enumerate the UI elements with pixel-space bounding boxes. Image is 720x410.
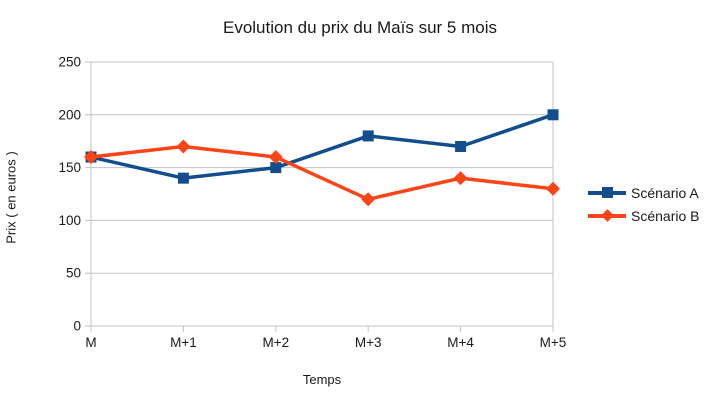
scenario-b-line-marker-icon bbox=[588, 204, 626, 227]
series-0-marker-M+3 bbox=[362, 130, 374, 142]
x-tick-label-M+5: M+5 bbox=[540, 335, 567, 350]
legend-item-scenario-a: Scénario A bbox=[588, 181, 699, 204]
y-tick-label-250: 250 bbox=[58, 55, 81, 70]
series-0-marker-M+5 bbox=[547, 109, 559, 121]
series-1-marker-M+4 bbox=[453, 171, 468, 186]
y-tick-label-150: 150 bbox=[58, 160, 81, 175]
series-line-0 bbox=[90, 113, 554, 180]
series-0-marker-M+4 bbox=[455, 140, 467, 152]
x-tick-label-M: M bbox=[85, 335, 96, 350]
legend-label-scenario-b: Scénario B bbox=[631, 207, 700, 224]
y-tick-label-100: 100 bbox=[58, 213, 81, 228]
x-tick-label-M+1: M+1 bbox=[170, 335, 197, 350]
x-tick-label-M+2: M+2 bbox=[262, 335, 289, 350]
y-tick-label-200: 200 bbox=[58, 107, 81, 122]
series-1-marker-M+3 bbox=[361, 192, 376, 207]
scenario-a-line-marker-icon bbox=[588, 181, 626, 204]
x-axis-title: Temps bbox=[302, 372, 342, 387]
series-0-marker-M+1 bbox=[177, 172, 189, 184]
legend-label-scenario-a: Scénario A bbox=[631, 184, 699, 201]
chart-title: Evolution du prix du Maïs sur 5 mois bbox=[222, 18, 497, 37]
x-tick-label-M+3: M+3 bbox=[355, 335, 382, 350]
series-1-marker-M+1 bbox=[176, 139, 191, 154]
series-0-marker-M+2 bbox=[270, 162, 282, 174]
series-1-marker-M bbox=[84, 150, 98, 165]
y-tick-label-0: 0 bbox=[73, 319, 81, 334]
y-tick-label-50: 50 bbox=[66, 266, 81, 281]
series-1-marker-M+2 bbox=[268, 150, 283, 165]
series-line-1 bbox=[90, 144, 554, 202]
x-tick-label-M+4: M+4 bbox=[447, 335, 474, 350]
series-1-marker-M+5 bbox=[546, 181, 560, 196]
legend: Scénario A Scénario B bbox=[588, 181, 699, 227]
legend-item-scenario-b: Scénario B bbox=[588, 204, 699, 227]
